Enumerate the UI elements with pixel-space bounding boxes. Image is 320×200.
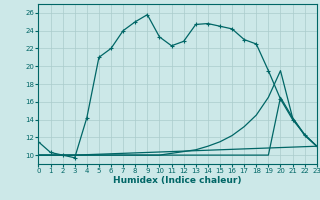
X-axis label: Humidex (Indice chaleur): Humidex (Indice chaleur) [113,176,242,185]
